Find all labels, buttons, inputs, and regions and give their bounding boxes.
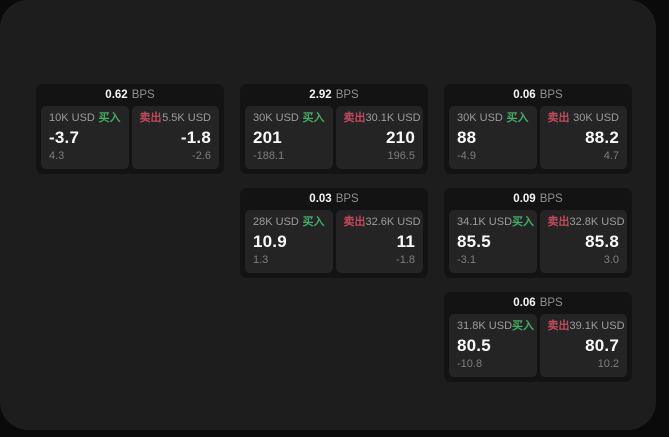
- quote-cards-grid: 0.62 BPS 10K USD 买入 -3.7 4.3 卖出 5.5K USD: [36, 84, 632, 382]
- bps-header: 0.09 BPS: [444, 188, 632, 210]
- bps-value: 0.06: [513, 297, 536, 309]
- sell-badge: 卖出: [547, 112, 570, 124]
- buy-delta: -188.1: [253, 150, 285, 162]
- buy-price: 201: [253, 127, 282, 147]
- bps-value: 2.92: [309, 89, 332, 101]
- bps-unit-label: BPS: [539, 297, 563, 309]
- buy-amount: 28K USD: [253, 216, 299, 228]
- buy-delta: -3.1: [457, 254, 476, 266]
- buy-tile[interactable]: 28K USD 买入 10.9 1.3: [245, 210, 333, 273]
- bps-header: 0.06 BPS: [444, 84, 632, 106]
- bps-unit-label: BPS: [335, 89, 359, 101]
- buy-tile[interactable]: 30K USD 买入 201 -188.1: [245, 106, 333, 169]
- bps-header: 0.03 BPS: [240, 188, 428, 210]
- main-panel: 0.62 BPS 10K USD 买入 -3.7 4.3 卖出 5.5K USD: [0, 0, 656, 430]
- quote-card[interactable]: 0.09 BPS 34.1K USD 买入 85.5 -3.1 卖出 32.8K…: [444, 188, 632, 278]
- sell-tile[interactable]: 卖出 30K USD 88.2 4.7: [539, 106, 627, 169]
- buy-badge: 买入: [512, 320, 535, 332]
- buy-tile[interactable]: 30K USD 买入 88 -4.9: [449, 106, 537, 169]
- sell-tile[interactable]: 卖出 39.1K USD 80.7 10.2: [539, 314, 627, 377]
- sell-price: 11: [396, 231, 415, 251]
- sell-price: 210: [386, 127, 415, 147]
- quote-tiles: 30K USD 买入 88 -4.9 卖出 30K USD 88.2 4.7: [444, 106, 632, 174]
- sell-delta: 4.7: [603, 150, 619, 162]
- buy-price: 85.5: [457, 231, 491, 251]
- buy-price: -3.7: [49, 127, 80, 147]
- buy-tile[interactable]: 31.8K USD 买入 80.5 -10.8: [449, 314, 537, 377]
- buy-badge: 买入: [302, 112, 325, 124]
- buy-delta: -4.9: [457, 150, 476, 162]
- sell-amount: 39.1K USD: [569, 320, 625, 332]
- buy-amount: 31.8K USD: [457, 320, 513, 332]
- buy-price: 80.5: [457, 335, 491, 355]
- quote-tiles: 10K USD 买入 -3.7 4.3 卖出 5.5K USD -1.8 -2.…: [36, 106, 224, 174]
- buy-badge: 买入: [302, 216, 325, 228]
- buy-amount: 30K USD: [457, 112, 503, 124]
- bps-header: 0.06 BPS: [444, 292, 632, 314]
- sell-tile[interactable]: 卖出 5.5K USD -1.8 -2.6: [131, 106, 219, 169]
- sell-delta: 10.2: [597, 358, 619, 370]
- buy-price: 88: [457, 127, 477, 147]
- buy-amount: 30K USD: [253, 112, 299, 124]
- quote-card[interactable]: 0.06 BPS 31.8K USD 买入 80.5 -10.8 卖出 39.1…: [444, 292, 632, 382]
- quote-card[interactable]: 0.06 BPS 30K USD 买入 88 -4.9 卖出 30K USD: [444, 84, 632, 174]
- sell-badge: 卖出: [139, 112, 162, 124]
- quote-tiles: 34.1K USD 买入 85.5 -3.1 卖出 32.8K USD 85.8…: [444, 210, 632, 278]
- buy-tile[interactable]: 10K USD 买入 -3.7 4.3: [41, 106, 129, 169]
- quote-card[interactable]: 0.62 BPS 10K USD 买入 -3.7 4.3 卖出 5.5K USD: [36, 84, 224, 174]
- sell-price: 80.7: [585, 335, 619, 355]
- bps-header: 2.92 BPS: [240, 84, 428, 106]
- sell-badge: 卖出: [343, 216, 366, 228]
- buy-price: 10.9: [253, 231, 287, 251]
- bps-value: 0.06: [513, 89, 536, 101]
- buy-badge: 买入: [506, 112, 529, 124]
- bps-unit-label: BPS: [539, 193, 563, 205]
- sell-amount: 5.5K USD: [162, 112, 211, 124]
- sell-tile[interactable]: 卖出 32.6K USD 11 -1.8: [335, 210, 423, 273]
- buy-badge: 买入: [512, 216, 535, 228]
- sell-price: 85.8: [585, 231, 619, 251]
- sell-price: -1.8: [180, 127, 211, 147]
- buy-tile[interactable]: 34.1K USD 买入 85.5 -3.1: [449, 210, 537, 273]
- sell-price: 88.2: [585, 127, 619, 147]
- bps-header: 0.62 BPS: [36, 84, 224, 106]
- sell-tile[interactable]: 卖出 30.1K USD 210 196.5: [335, 106, 423, 169]
- bps-value: 0.09: [513, 193, 536, 205]
- sell-amount: 32.8K USD: [569, 216, 625, 228]
- bps-unit-label: BPS: [131, 89, 155, 101]
- bps-unit-label: BPS: [335, 193, 359, 205]
- quote-tiles: 31.8K USD 买入 80.5 -10.8 卖出 39.1K USD 80.…: [444, 314, 632, 382]
- buy-delta: -10.8: [457, 358, 483, 370]
- sell-badge: 卖出: [547, 320, 570, 332]
- quote-card[interactable]: 0.03 BPS 28K USD 买入 10.9 1.3 卖出 32.6K US…: [240, 188, 428, 278]
- buy-badge: 买入: [98, 112, 121, 124]
- buy-delta: 1.3: [253, 254, 269, 266]
- sell-amount: 32.6K USD: [365, 216, 421, 228]
- quote-tiles: 28K USD 买入 10.9 1.3 卖出 32.6K USD 11 -1.8: [240, 210, 428, 278]
- sell-amount: 30.1K USD: [365, 112, 421, 124]
- bps-value: 0.62: [105, 89, 128, 101]
- sell-delta: -2.6: [192, 150, 211, 162]
- quote-tiles: 30K USD 买入 201 -188.1 卖出 30.1K USD 210 1…: [240, 106, 428, 174]
- sell-delta: 196.5: [387, 150, 415, 162]
- sell-badge: 卖出: [343, 112, 366, 124]
- bps-value: 0.03: [309, 193, 332, 205]
- sell-delta: -1.8: [396, 254, 415, 266]
- sell-amount: 30K USD: [573, 112, 619, 124]
- quote-card[interactable]: 2.92 BPS 30K USD 买入 201 -188.1 卖出 30.1K …: [240, 84, 428, 174]
- buy-amount: 10K USD: [49, 112, 95, 124]
- sell-tile[interactable]: 卖出 32.8K USD 85.8 3.0: [539, 210, 627, 273]
- sell-delta: 3.0: [603, 254, 619, 266]
- sell-badge: 卖出: [547, 216, 570, 228]
- buy-amount: 34.1K USD: [457, 216, 513, 228]
- bps-unit-label: BPS: [539, 89, 563, 101]
- buy-delta: 4.3: [49, 150, 65, 162]
